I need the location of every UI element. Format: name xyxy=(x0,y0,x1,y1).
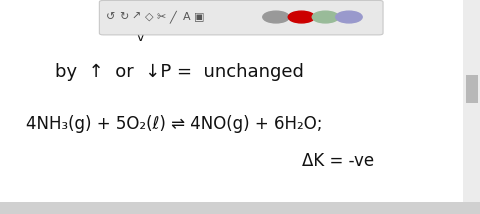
Text: ◇: ◇ xyxy=(144,12,153,22)
Text: ↗: ↗ xyxy=(131,12,141,22)
Circle shape xyxy=(288,11,315,23)
Text: ╱: ╱ xyxy=(169,11,176,24)
Bar xyxy=(0,202,480,214)
Text: 4NH₃(g) + 5O₂(ℓ) ⇌ 4NO(g) + 6H₂O;: 4NH₃(g) + 5O₂(ℓ) ⇌ 4NO(g) + 6H₂O; xyxy=(26,115,323,133)
Bar xyxy=(463,0,480,202)
Circle shape xyxy=(312,11,339,23)
Circle shape xyxy=(263,11,289,23)
Text: ↺: ↺ xyxy=(106,12,115,22)
Text: ✂: ✂ xyxy=(156,12,166,22)
Text: A: A xyxy=(182,12,190,22)
Text: v: v xyxy=(137,31,144,44)
Text: ▣: ▣ xyxy=(194,12,204,22)
FancyBboxPatch shape xyxy=(99,0,383,35)
Circle shape xyxy=(336,11,362,23)
Text: ↻: ↻ xyxy=(119,12,128,22)
Text: by  ↑  or  ↓P =  unchanged: by ↑ or ↓P = unchanged xyxy=(55,63,304,81)
Text: ΔK = -ve: ΔK = -ve xyxy=(302,152,374,169)
Bar xyxy=(466,75,478,103)
